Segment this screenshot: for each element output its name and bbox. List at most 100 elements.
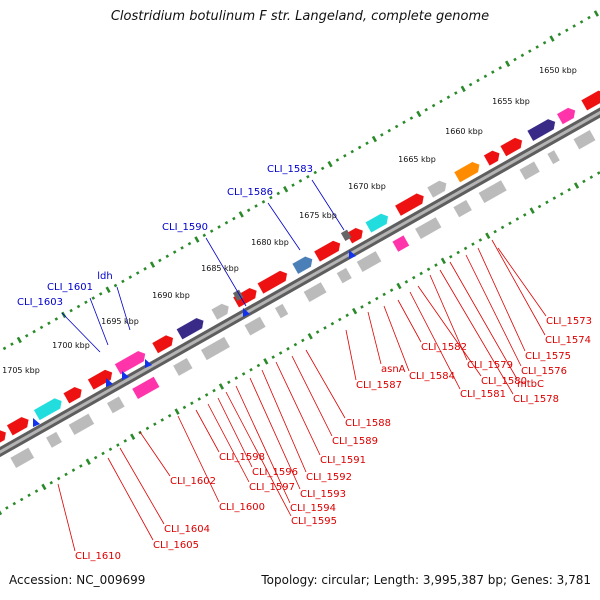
inner-tick-dot <box>101 451 105 456</box>
reverse-gene-feature <box>519 161 541 181</box>
outer-tick-dot <box>113 283 118 288</box>
outer-tick-dot <box>172 250 177 254</box>
outer-tick-dot <box>121 279 125 284</box>
inner-tick-dot <box>449 254 453 259</box>
inner-tick-dot <box>286 347 290 351</box>
outer-tick-dot <box>105 286 111 293</box>
reverse-label-leader <box>367 311 382 365</box>
inner-tick-dot <box>582 179 586 184</box>
outer-tick-dot <box>16 336 22 344</box>
gene-label-forward: CLI_1583 <box>267 164 313 175</box>
forward-gene-feature <box>365 213 389 234</box>
outer-tick-dot <box>431 103 436 108</box>
gene-label-reverse: CLI_1592 <box>306 472 352 483</box>
inner-tick-dot <box>500 225 505 230</box>
inner-tick-dot <box>330 321 335 326</box>
inner-tick-dot <box>323 326 327 330</box>
inner-tick-dot <box>79 464 83 468</box>
features-layer <box>0 90 600 469</box>
rna-feature-icon <box>349 250 356 259</box>
reverse-gene-feature <box>106 395 126 414</box>
outer-tick-dot <box>593 10 599 17</box>
outer-tick-dot <box>476 78 480 83</box>
gene-label-reverse: CLI_1600 <box>219 502 265 513</box>
outer-tick-dot <box>565 28 569 32</box>
reverse-gene-feature <box>9 447 35 469</box>
reverse-label-leader <box>139 431 171 477</box>
reverse-label-leader <box>119 447 165 525</box>
inner-tick-dot <box>64 472 68 477</box>
label-leaders-layer <box>57 179 547 552</box>
forward-label-leader <box>89 297 109 346</box>
forward-gene-feature <box>556 107 576 125</box>
forward-label-leader <box>61 312 101 353</box>
inner-tick-dot <box>108 447 113 452</box>
reverse-gene-feature <box>172 357 194 377</box>
scale-tick-label: 1690 kbp <box>152 291 190 300</box>
outer-tick-dot <box>84 300 88 305</box>
inner-tick-dot <box>493 229 497 234</box>
outer-tick-dot <box>394 124 399 129</box>
gene-label-reverse: CLI_1582 <box>421 342 467 353</box>
outer-tick-dot <box>409 116 414 120</box>
outer-tick-dot <box>528 49 532 53</box>
inner-tick-dot <box>567 187 571 192</box>
rna-feature-icon <box>145 359 152 368</box>
outer-tick-dot <box>504 60 511 67</box>
outer-tick-dot <box>276 191 281 196</box>
forward-gene-feature <box>232 287 258 308</box>
outer-tick-dot <box>246 208 251 212</box>
scale-tick-label: 1650 kbp <box>539 66 577 75</box>
outer-tick-dot <box>238 211 244 218</box>
outer-tick-dot <box>209 229 214 233</box>
inner-tick-dot <box>589 175 594 179</box>
outer-tick-dot <box>217 225 221 229</box>
reverse-gene-feature <box>356 250 382 273</box>
gene-feature-marker <box>340 229 352 241</box>
inner-tick-dot <box>271 355 275 359</box>
inner-tick-dot <box>522 213 527 217</box>
gene-label-reverse: CLI_1595 <box>291 516 337 527</box>
inner-tick-dot <box>85 458 91 466</box>
inner-tick-dot <box>41 483 47 491</box>
outer-tick-dot <box>313 170 318 175</box>
forward-gene-feature <box>257 270 288 295</box>
outer-tick-dot <box>549 35 555 42</box>
reverse-gene-feature <box>414 216 442 240</box>
outer-tick-dot <box>520 53 525 58</box>
gene-label-forward: CLI_1590 <box>162 222 208 233</box>
inner-tick-dot <box>190 401 194 405</box>
reverse-label-leader <box>305 349 346 419</box>
gene-label-reverse: CLI_1604 <box>164 524 210 535</box>
rna-feature-icon <box>243 308 250 317</box>
outer-tick-dot <box>468 82 473 87</box>
outer-tick-dot <box>483 74 488 79</box>
reverse-label-leader <box>249 377 301 490</box>
gene-label-reverse: mtbC <box>517 379 544 390</box>
inner-tick-dot <box>389 288 394 292</box>
forward-gene-feature <box>526 118 556 142</box>
outer-tick-dot <box>542 41 547 45</box>
reverse-label-leader <box>207 403 250 483</box>
forward-gene-feature <box>87 369 113 391</box>
reverse-label-leader <box>491 239 546 336</box>
scale-tick-label: 1685 kbp <box>201 264 239 273</box>
inner-tick-dot <box>301 338 305 343</box>
inner-tick-dot <box>375 296 379 301</box>
gene-label-reverse: CLI_1579 <box>467 360 513 371</box>
inner-tick-dot <box>227 380 231 385</box>
inner-tick-dot <box>426 267 431 272</box>
inner-tick-dot <box>263 358 269 365</box>
inner-tick-dot <box>123 439 128 443</box>
outer-tick-dot <box>32 329 36 334</box>
outer-tick-dot <box>143 267 147 271</box>
gene-label-reverse: CLI_1587 <box>356 380 402 391</box>
scale-tick-label: 1660 kbp <box>445 127 483 136</box>
inner-tick-dot <box>218 383 225 390</box>
gene-label-reverse: CLI_1593 <box>300 489 346 500</box>
scale-tick-label: 1655 kbp <box>492 97 530 106</box>
outer-tick-dot <box>261 200 266 204</box>
gene-label-reverse: CLI_1610 <box>75 551 121 562</box>
